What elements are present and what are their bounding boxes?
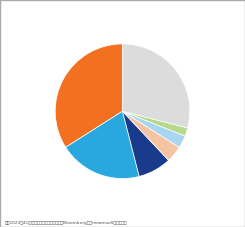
- Wedge shape: [122, 44, 190, 128]
- Wedge shape: [122, 111, 185, 147]
- Text: ASMLの主要顧客（売上高に占める比率ベース）: ASMLの主要顧客（売上高に占める比率ベース）: [65, 7, 180, 16]
- Text: 注：2023年4Qデータに基づく試算。出所：BloombergよりmoomooS証券が作成: 注：2023年4Qデータに基づく試算。出所：BloombergよりmoomooS…: [5, 221, 128, 225]
- Wedge shape: [122, 111, 169, 176]
- Wedge shape: [122, 111, 188, 136]
- Wedge shape: [66, 111, 139, 178]
- Wedge shape: [55, 44, 122, 147]
- Wedge shape: [122, 111, 179, 160]
